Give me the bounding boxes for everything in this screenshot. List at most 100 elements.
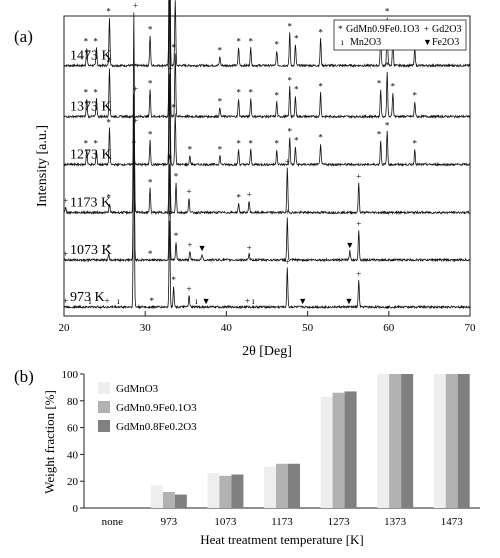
xrd-phase-marker: * xyxy=(236,37,241,47)
xrd-phase-marker: * xyxy=(385,61,390,71)
bar-legend-swatch xyxy=(98,401,110,413)
xrd-phase-marker: ı xyxy=(117,296,120,306)
bar-y-tick-label: 60 xyxy=(67,423,79,435)
bar-category-label: 1373 xyxy=(384,516,407,528)
xrd-phase-marker: + xyxy=(247,190,252,200)
xrd-phase-marker: * xyxy=(377,130,382,140)
xrd-phase-marker: * xyxy=(287,22,292,32)
xrd-phase-marker: * xyxy=(218,145,223,155)
xrd-phase-marker: * xyxy=(148,178,153,188)
xrd-phase-marker: * xyxy=(84,88,89,98)
xrd-phase-marker: + xyxy=(63,249,68,259)
xrd-phase-marker: * xyxy=(236,193,241,203)
xrd-x-tick-label: 50 xyxy=(302,322,314,334)
legend-symbol-perovskite: * xyxy=(338,24,343,34)
weight-fraction-bar xyxy=(174,494,187,508)
xrd-phase-marker: * xyxy=(249,37,254,47)
xrd-pattern-line xyxy=(63,12,471,216)
xrd-phase-marker: ▼ xyxy=(345,240,354,250)
weight-fraction-bar xyxy=(207,473,220,508)
xrd-phase-marker: * xyxy=(249,139,254,149)
xrd-series-label: 1273 K xyxy=(70,148,112,163)
xrd-phase-marker: * xyxy=(148,249,153,259)
xrd-phase-marker: * xyxy=(318,28,323,38)
panel-a-label: (a) xyxy=(14,27,33,46)
xrd-phase-marker: * xyxy=(84,139,89,149)
legend-label-perovskite: GdMn0.9Fe0.1O3 xyxy=(346,24,419,35)
xrd-phase-marker: * xyxy=(106,243,111,253)
xrd-phase-marker: * xyxy=(149,296,154,306)
xrd-phase-marker: + xyxy=(63,296,68,306)
xrd-phase-marker: * xyxy=(218,97,223,107)
xrd-phase-marker: + xyxy=(187,187,192,197)
bar-legend-label: GdMn0.8Fe0.2O3 xyxy=(116,421,197,433)
xrd-phase-marker: * xyxy=(294,85,299,95)
xrd-phase-marker: + xyxy=(356,269,361,279)
xrd-phase-marker: ı xyxy=(252,296,255,306)
xrd-phase-marker: ▼ xyxy=(202,296,211,306)
xrd-phase-marker: * xyxy=(287,127,292,137)
weight-fraction-bar xyxy=(276,463,288,508)
weight-fraction-bar xyxy=(389,374,402,508)
weight-fraction-bar xyxy=(162,491,175,508)
xrd-phase-marker: + xyxy=(187,240,192,250)
xrd-phase-marker: * xyxy=(294,136,299,146)
xrd-series-label: 1473 K xyxy=(70,49,112,64)
xrd-phase-marker: ı xyxy=(89,296,92,306)
xrd-x-tick-label: 60 xyxy=(383,322,395,334)
xrd-phase-marker: * xyxy=(413,91,418,101)
xrd-series-label: 973 K xyxy=(70,290,105,305)
legend-label-mn2o3: Mn2O3 xyxy=(350,37,381,48)
xrd-phase-marker: + xyxy=(133,116,138,126)
xrd-phase-marker: * xyxy=(287,76,292,86)
xrd-phase-marker: * xyxy=(236,88,241,98)
bar-category-label: none xyxy=(102,516,124,528)
bar-category-label: 1273 xyxy=(328,516,351,528)
xrd-series-label: 1173 K xyxy=(70,196,111,211)
bar-plot: 0 20 40 60 80 100 none 973 1073 1173 1273 1373 1473 xyxy=(62,369,470,528)
xrd-phase-marker: * xyxy=(148,25,153,35)
xrd-phase-marker: * xyxy=(171,275,176,285)
xrd-phase-marker: * xyxy=(106,58,111,68)
xrd-pattern-line xyxy=(63,127,471,310)
xrd-phase-marker: + xyxy=(285,207,290,217)
xrd-phase-marker: * xyxy=(174,172,179,182)
bar-legend: GdMnO3 GdMn0.9Fe0.1O3 GdMn0.8Fe0.2O3 xyxy=(98,382,197,433)
xrd-phase-marker: + xyxy=(247,243,252,253)
bar-legend-label: GdMnO3 xyxy=(116,383,159,395)
weight-fraction-bar xyxy=(150,485,163,508)
xrd-phase-marker: * xyxy=(318,133,323,143)
xrd-phase-marker: + xyxy=(245,296,250,306)
weight-fraction-bar xyxy=(231,474,244,508)
weight-fraction-bar xyxy=(264,466,276,508)
xrd-phase-marker: + xyxy=(356,172,361,182)
xrd-plot: 20 30 40 50 60 70 1473 K * * * * * * * * * * * * * * * * 1373 K… xyxy=(59,0,476,334)
bar-y-tick-label: 80 xyxy=(67,396,79,408)
xrd-phase-marker: * xyxy=(274,40,279,50)
legend-label-fe2o3: Fe2O3 xyxy=(432,37,459,48)
xrd-x-tick-label: 30 xyxy=(140,322,152,334)
xrd-phase-marker: + xyxy=(167,209,172,219)
xrd-phase-marker: + xyxy=(63,196,68,206)
xrd-phase-marker: * xyxy=(167,153,172,163)
bar-y-tick-label: 40 xyxy=(67,449,79,461)
xrd-phase-marker: + xyxy=(133,84,138,94)
legend-symbol-mn2o3: ı xyxy=(341,37,344,47)
xrd-phase-marker: + xyxy=(104,296,109,306)
xrd-pattern-line xyxy=(63,0,471,68)
weight-fraction-bar xyxy=(320,396,333,508)
xrd-phase-marker: ▼ xyxy=(198,243,207,253)
xrd-phase-marker: * xyxy=(171,103,176,113)
xrd-phase-marker: * xyxy=(188,145,193,155)
xrd-phase-marker: * xyxy=(385,7,390,17)
weight-fraction-bar xyxy=(401,374,414,508)
xrd-phase-marker: ▼ xyxy=(345,296,354,306)
xrd-phase-marker: * xyxy=(385,121,390,131)
xrd-x-axis-title: 2θ [Deg] xyxy=(242,344,292,359)
xrd-phase-marker: * xyxy=(413,139,418,149)
xrd-series-label: 1073 K xyxy=(70,243,112,258)
xrd-pattern-line xyxy=(63,94,471,263)
xrd-phase-marker: * xyxy=(93,37,98,47)
xrd-phase-marker: * xyxy=(148,79,153,89)
